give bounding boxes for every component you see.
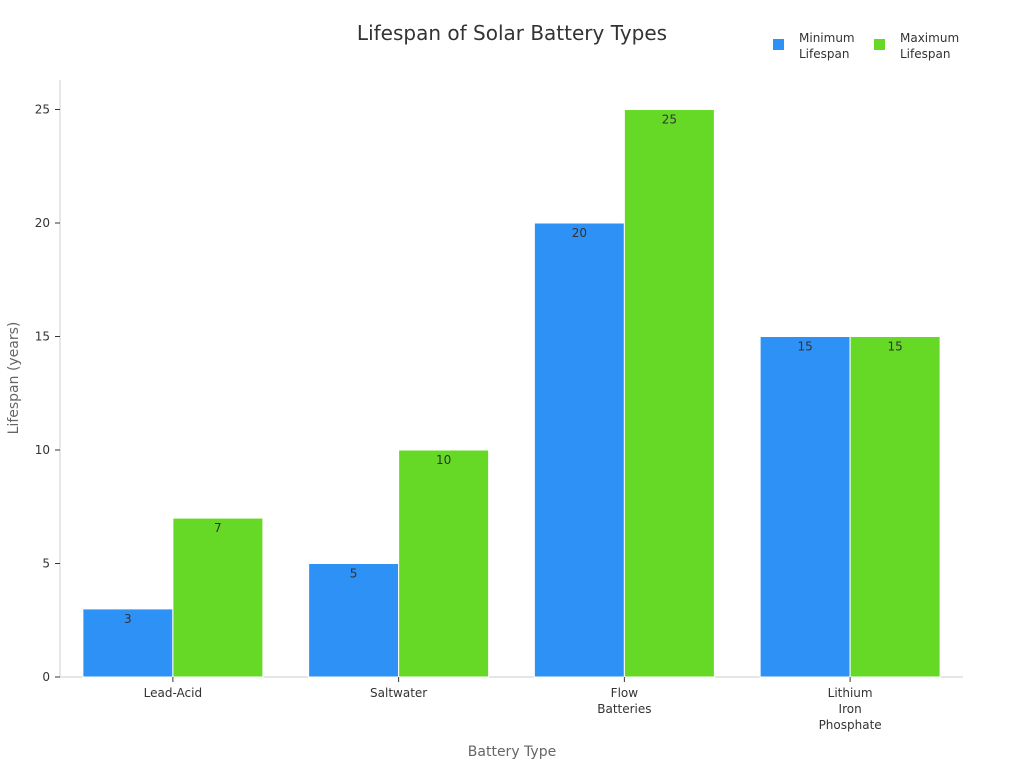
- y-tick-label: 10: [35, 443, 50, 457]
- bar-value-label: 10: [436, 453, 451, 467]
- bar: [533, 222, 625, 678]
- legend-label: Minimum: [799, 31, 855, 45]
- bar: [308, 563, 400, 678]
- legend-label: Lifespan: [799, 47, 849, 61]
- y-tick-label: 25: [35, 103, 50, 117]
- x-axis-ticks: Lead-Acid Saltwater Flow Batteries Lithium Ir…: [144, 677, 882, 732]
- bar: [398, 449, 490, 678]
- bar-value-label: 7: [214, 521, 222, 535]
- y-tick-label: 5: [42, 557, 50, 571]
- x-tick-label: Saltwater: [370, 686, 427, 700]
- x-tick-label: Phosphate: [819, 718, 882, 732]
- legend-label: Lifespan: [900, 47, 950, 61]
- bar-value-label: 3: [124, 612, 132, 626]
- x-tick-label: Iron: [839, 702, 862, 716]
- legend-swatch: [874, 39, 885, 50]
- bar: [82, 608, 174, 678]
- y-tick-label: 0: [42, 670, 50, 684]
- bar: [759, 336, 851, 678]
- x-axis-label: Battery Type: [468, 744, 556, 760]
- x-tick-label: Batteries: [597, 702, 651, 716]
- bar-value-label: 20: [572, 226, 587, 240]
- bar-value-label: 15: [887, 340, 902, 354]
- x-tick-label: Flow: [611, 686, 639, 700]
- x-tick-label: Lithium: [828, 686, 873, 700]
- y-axis-ticks: 0 5 10 15 20 25: [35, 103, 60, 684]
- y-tick-label: 20: [35, 216, 50, 230]
- bar: [849, 336, 941, 678]
- bar-value-label: 25: [662, 113, 677, 127]
- bar-value-label: 5: [350, 567, 358, 581]
- bar: [172, 517, 264, 678]
- bars: 3 7 5 10 20 25 15 15: [82, 109, 941, 678]
- bar-value-label: 15: [797, 340, 812, 354]
- bar: [623, 109, 715, 678]
- legend: Minimum Lifespan Maximum Lifespan: [773, 31, 959, 61]
- legend-label: Maximum: [900, 31, 959, 45]
- legend-swatch: [773, 39, 784, 50]
- y-tick-label: 15: [35, 330, 50, 344]
- chart-title: Lifespan of Solar Battery Types: [357, 21, 667, 45]
- x-tick-label: Lead-Acid: [144, 686, 202, 700]
- y-axis-label: Lifespan (years): [6, 322, 22, 435]
